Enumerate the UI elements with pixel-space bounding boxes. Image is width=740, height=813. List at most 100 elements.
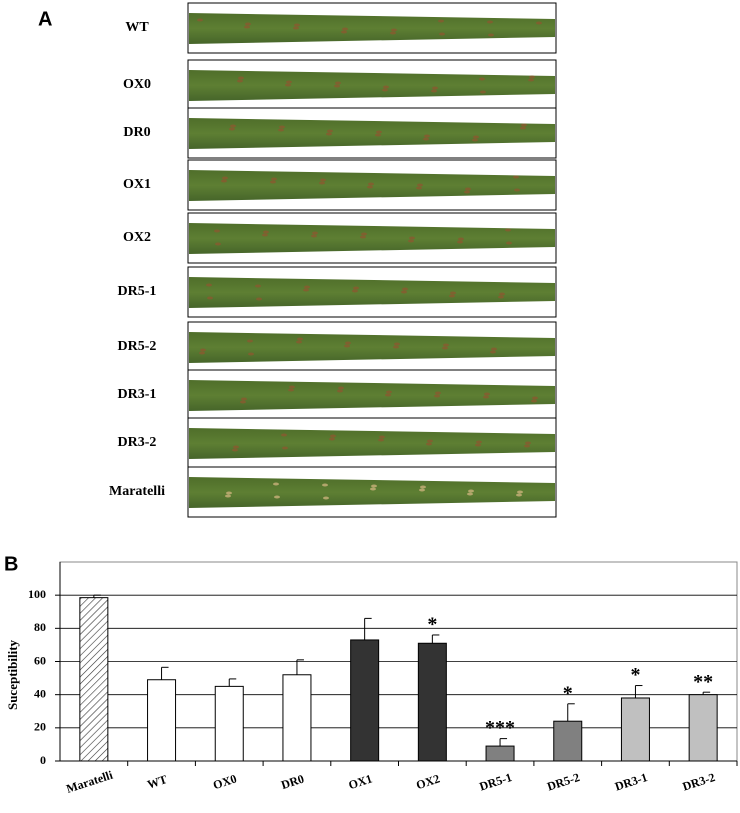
leaf-spot xyxy=(427,439,433,443)
leaf-image xyxy=(189,477,555,508)
row-label: OX2 xyxy=(123,230,151,245)
leaf-spot xyxy=(488,33,494,37)
leaf-spot xyxy=(409,236,415,240)
bar xyxy=(282,674,312,762)
leaf-spot xyxy=(240,400,246,404)
leaf-spot xyxy=(286,80,292,84)
leaf-spot xyxy=(282,446,288,450)
x-tick-label: DR5-1 xyxy=(478,770,514,794)
leaf-spot xyxy=(214,229,220,233)
bar xyxy=(214,685,244,762)
leaf-spot xyxy=(248,352,254,356)
leaf-spot xyxy=(352,289,358,293)
leaf-spot xyxy=(487,20,493,24)
leaf-spot xyxy=(232,448,238,452)
bar xyxy=(147,679,177,762)
leaf-image xyxy=(189,332,555,363)
leaf-spot xyxy=(341,30,347,34)
leaf-spot xyxy=(303,288,309,292)
leaf-spot xyxy=(241,397,247,401)
leaf-spot xyxy=(385,393,391,397)
row-label: WT xyxy=(125,20,149,35)
leaf-spot xyxy=(375,133,381,137)
leaf-spot xyxy=(480,90,486,94)
leaf-spot xyxy=(408,239,414,243)
leaf-spot xyxy=(207,296,213,300)
leaf-spot xyxy=(206,283,212,287)
x-tick-label: OX1 xyxy=(347,771,374,792)
leaf-spot xyxy=(337,389,343,393)
leaf-spot xyxy=(499,292,505,296)
leaf-spot xyxy=(221,179,227,183)
leaf-image xyxy=(189,428,555,459)
leaf-spot xyxy=(274,495,280,499)
leaf-spot xyxy=(262,233,268,237)
x-tick-label: DR3-2 xyxy=(681,770,717,794)
leaf-spot xyxy=(278,128,284,132)
bar xyxy=(553,720,583,762)
y-tick-label: 40 xyxy=(34,686,46,700)
leaf-spot xyxy=(296,340,302,344)
leaf-spot xyxy=(426,442,432,446)
leaf-spot xyxy=(360,235,366,239)
leaf-spot xyxy=(498,295,504,299)
leaf-image xyxy=(189,70,555,101)
bar xyxy=(620,697,650,762)
leaf-spot xyxy=(342,27,348,31)
row-label: DR5-1 xyxy=(118,284,157,299)
leaf-spot xyxy=(531,399,537,403)
leaf-spot xyxy=(312,231,318,235)
leaf-spot xyxy=(434,394,440,398)
leaf-spot xyxy=(423,137,429,141)
leaf-spot xyxy=(353,286,359,290)
row-label: DR3-2 xyxy=(118,435,157,450)
leaf-image xyxy=(189,223,555,254)
row-label: DR5-2 xyxy=(118,339,157,354)
leaf-spot xyxy=(416,186,422,190)
leaf-spot xyxy=(491,347,497,351)
leaf-spot xyxy=(199,351,205,355)
leaf-spot xyxy=(338,386,344,390)
y-tick-label: 20 xyxy=(34,720,46,734)
leaf-spot xyxy=(442,346,448,350)
leaf-spot xyxy=(320,178,326,182)
leaf-spot xyxy=(391,28,397,32)
leaf-spot xyxy=(281,433,287,437)
leaf-spot xyxy=(200,348,206,352)
leaf-spot xyxy=(424,134,430,138)
leaf-spot xyxy=(361,232,367,236)
leaf-spot xyxy=(524,444,530,448)
leaf-spot xyxy=(505,228,511,232)
leaf-spot xyxy=(490,350,496,354)
leaf-spot xyxy=(386,390,392,394)
leaf-spot xyxy=(371,484,377,488)
bar xyxy=(417,642,447,762)
leaf-spot xyxy=(458,237,464,241)
leaf-spot xyxy=(393,345,399,349)
leaf-spot xyxy=(532,396,538,400)
leaf-spot xyxy=(288,388,294,392)
y-tick-label: 80 xyxy=(34,620,46,634)
leaf-spot xyxy=(297,337,303,341)
significance: * xyxy=(427,614,437,636)
y-tick-label: 60 xyxy=(34,653,46,667)
bar xyxy=(79,597,109,762)
leaf-spot xyxy=(514,188,520,192)
leaf-spot xyxy=(521,123,527,127)
leaf-spot xyxy=(370,487,376,491)
leaf-spot xyxy=(197,18,203,22)
significance: * xyxy=(630,664,640,686)
leaf-spot xyxy=(247,339,253,343)
row-label: OX1 xyxy=(123,177,151,192)
leaf-spot xyxy=(215,242,221,246)
leaf-spot xyxy=(516,493,522,497)
leaf-spot xyxy=(256,297,262,301)
leaf-spot xyxy=(536,21,542,25)
y-axis-label: Suceptibility xyxy=(5,639,20,710)
row-label: OX0 xyxy=(123,77,151,92)
leaf-spot xyxy=(528,78,534,82)
leaf-spot xyxy=(435,391,441,395)
leaf-spot xyxy=(344,344,350,348)
leaf-spot xyxy=(293,26,299,30)
